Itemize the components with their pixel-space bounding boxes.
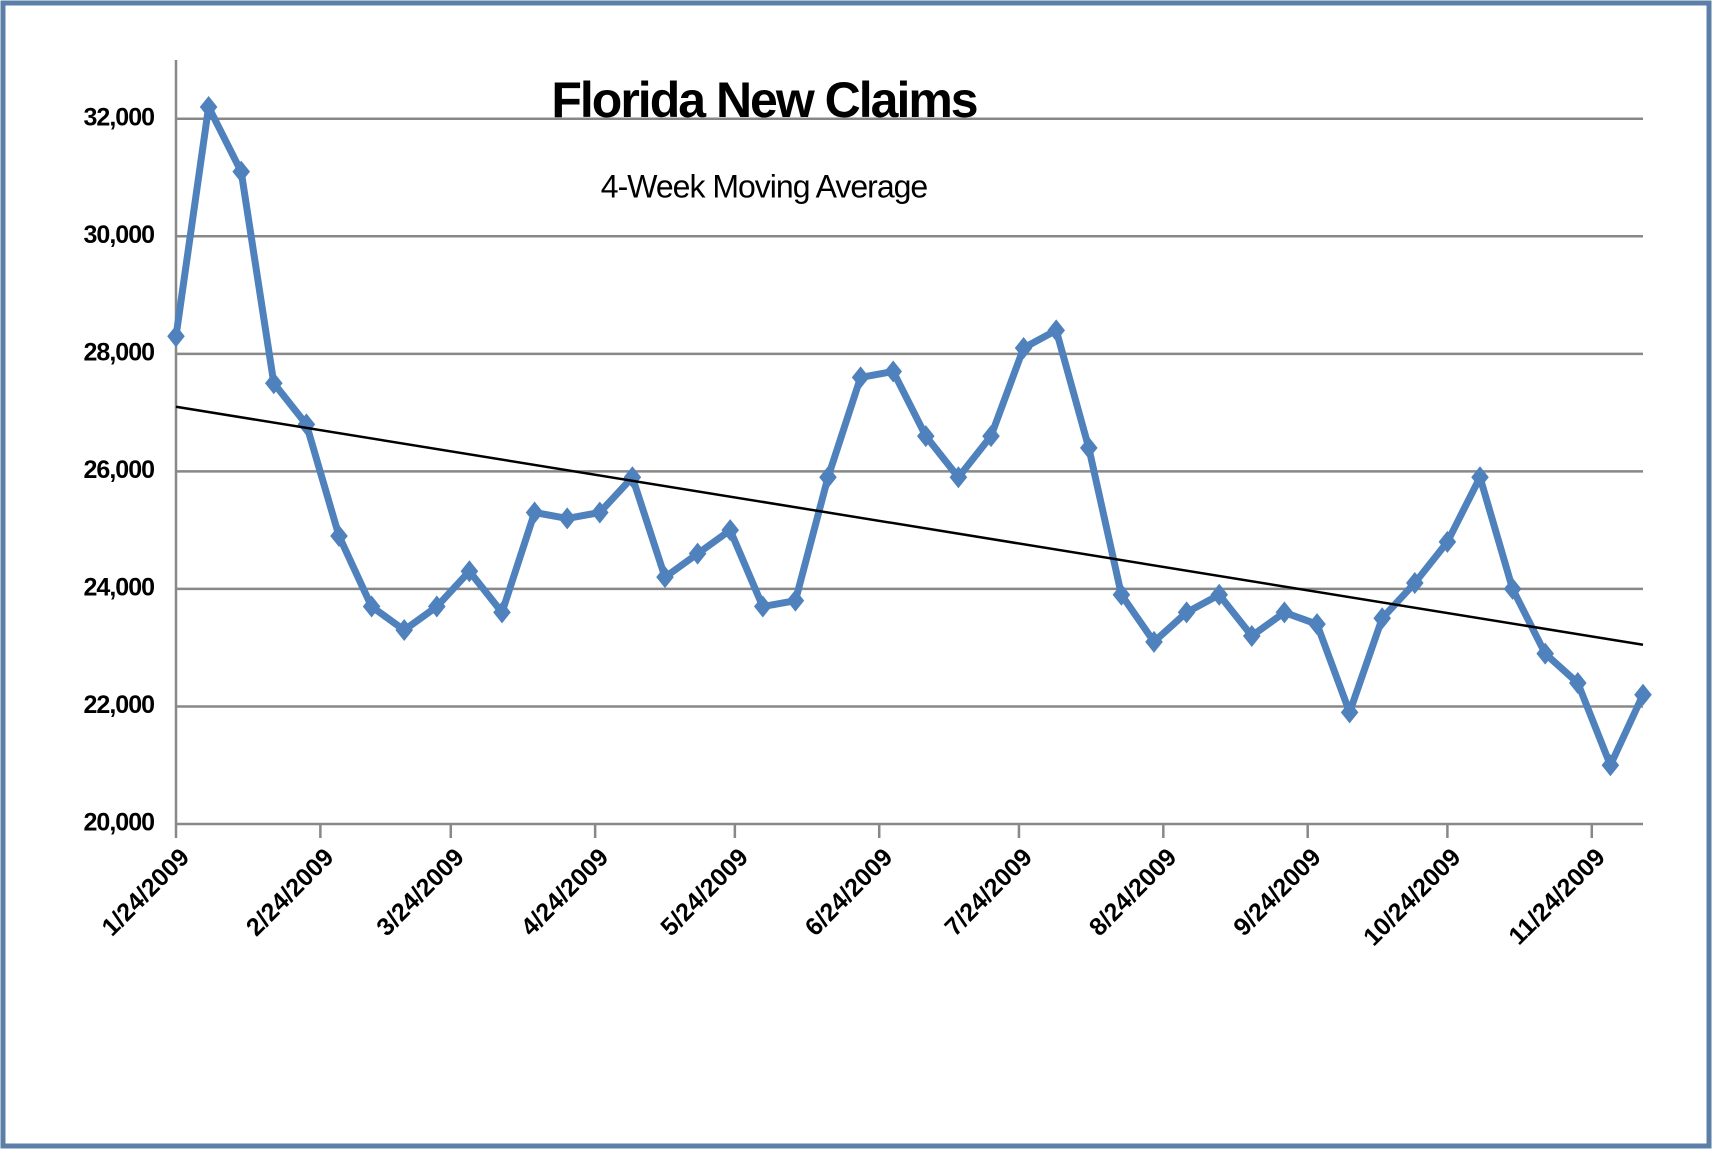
data-point (1536, 642, 1554, 665)
data-point (917, 425, 935, 448)
data-point (1210, 583, 1228, 606)
y-tick-label: 20,000 (84, 809, 155, 837)
series-line (172, 103, 1647, 769)
data-point (1406, 572, 1424, 595)
data-point (167, 325, 185, 348)
data-point (656, 566, 674, 589)
data-point (362, 595, 381, 618)
data-point (1438, 530, 1457, 553)
data-point (884, 360, 902, 383)
data-point (819, 466, 837, 489)
data-point (199, 96, 218, 119)
y-tick-label: 22,000 (84, 691, 155, 719)
chart-subtitle: 4-Week Moving Average (601, 168, 928, 204)
data-point (1569, 671, 1587, 694)
data-point (949, 466, 968, 489)
data-point (982, 425, 1000, 448)
data-point (1634, 683, 1652, 706)
data-point (1014, 336, 1033, 359)
trend-line (175, 405, 1644, 646)
data-point (330, 525, 348, 548)
data-point (1047, 319, 1065, 342)
y-tick-label: 32,000 (84, 103, 155, 131)
data-point (1373, 607, 1391, 630)
data-point (395, 619, 413, 642)
data-point (1471, 466, 1489, 489)
data-point (297, 413, 316, 436)
data-point (428, 595, 446, 618)
data-point (1177, 601, 1196, 624)
data-point (1275, 601, 1294, 624)
data-point (265, 372, 283, 395)
data-point (1503, 577, 1522, 600)
data-point (232, 160, 250, 183)
data-point (786, 589, 805, 612)
data-point (1112, 583, 1131, 606)
data-point (1340, 701, 1359, 724)
data-point (493, 601, 511, 624)
y-tick-label: 30,000 (84, 221, 155, 249)
y-tick-label: 24,000 (84, 574, 155, 602)
data-point (1243, 624, 1261, 647)
data-point (1601, 754, 1620, 777)
data-point (558, 507, 576, 530)
data-point (1080, 436, 1098, 459)
data-point (525, 501, 544, 524)
y-tick-label: 26,000 (84, 456, 155, 484)
data-point (591, 501, 609, 524)
data-point (460, 560, 479, 583)
data-point (1145, 630, 1163, 653)
data-point (688, 542, 707, 565)
data-point (754, 595, 772, 618)
y-tick-label: 28,000 (84, 338, 155, 366)
data-point (721, 519, 739, 542)
data-point (1308, 613, 1326, 636)
data-point (851, 366, 870, 389)
